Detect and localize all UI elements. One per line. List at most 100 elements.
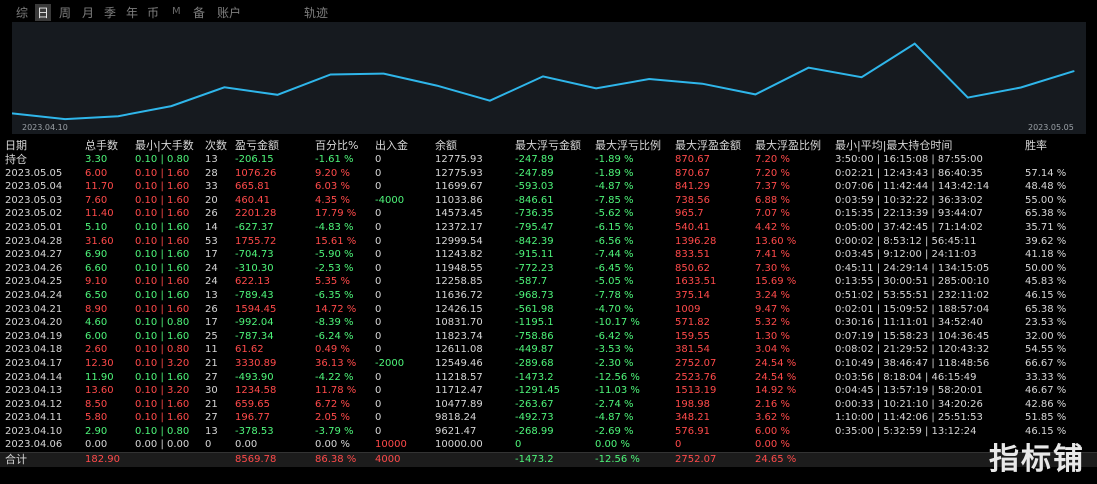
table-cell: 2201.28 (235, 208, 277, 220)
table-cell: 33 (205, 181, 218, 193)
tab-5[interactable]: 年 (126, 6, 139, 20)
table-cell: 0.00 (85, 439, 108, 451)
table-cell: 738.56 (675, 194, 710, 206)
table-cell: 持仓 (5, 153, 27, 166)
table-cell: -1.89 % (595, 154, 634, 165)
table-cell: 2023.04.13 (5, 385, 63, 397)
table-cell: -10.17 % (595, 317, 640, 329)
table-cell: -795.47 (515, 221, 554, 233)
table-cell: 11 (205, 344, 218, 356)
tab-8[interactable]: 备 (193, 6, 206, 20)
balance-point-5 (276, 94, 279, 96)
tab-10[interactable]: 轨迹 (304, 6, 329, 20)
table-cell: -206.15 (235, 154, 274, 165)
balance-point-7 (383, 73, 385, 75)
table-cell: 30 (205, 385, 218, 397)
table-cell: 8.50 (85, 398, 108, 410)
table-cell: -1473.2 (515, 371, 554, 383)
table-cell: 12999.54 (435, 235, 483, 247)
stats-table: 日期 总手数 最小|大手数 次数 盈亏金额 百分比% 出入金 余额 最大浮亏金额 最大浮亏比例 最大… (0, 138, 1097, 467)
table-cell: 11.78 % (315, 385, 357, 397)
column-header[interactable]: 百分比% (315, 139, 359, 152)
table-cell: 51.85 % (1025, 412, 1067, 424)
column-header[interactable]: 次数 (205, 139, 227, 152)
table-cell: 65.38 % (1025, 303, 1067, 315)
tab-2[interactable]: 周 (59, 6, 72, 20)
table-cell: 12258.85 (435, 276, 483, 288)
table-cell: -789.43 (235, 289, 274, 301)
table-cell: 3330.89 (235, 357, 277, 369)
balance-point-16 (861, 76, 863, 78)
tab-3[interactable]: 月 (82, 6, 95, 20)
table-row: 2023.04.19 6.00 0.10 | 1.60 25 -787.34 -6.24 … (0, 330, 1097, 344)
table-cell: 36.13 % (315, 357, 357, 369)
table-cell: -6.42 % (595, 330, 634, 342)
table-cell: 6.88 % (755, 194, 790, 206)
table-cell: 11033.86 (435, 194, 483, 206)
column-header[interactable]: 最大浮亏比例 (595, 139, 661, 152)
table-cell: 5.80 (85, 412, 108, 424)
table-cell: -4.83 % (315, 221, 354, 233)
table-row: 2023.04.18 2.60 0.10 | 0.80 11 61.62 0.49 % 0 1… (0, 343, 1097, 357)
column-header[interactable]: 余额 (435, 139, 457, 152)
balance-point-3 (170, 105, 172, 107)
table-cell: 11712.47 (435, 385, 483, 397)
table-cell: -1.89 % (595, 167, 634, 179)
table-cell: 3.24 % (755, 289, 790, 301)
table-cell: 1:10:00 | 11:42:06 | 25:51:53 (835, 412, 983, 424)
column-header[interactable]: 日期 (5, 139, 27, 152)
table-cell: -736.35 (515, 208, 554, 220)
table-cell: -310.30 (235, 262, 274, 274)
table-cell: 0.10 | 1.60 (135, 194, 190, 206)
table-cell: 11823.74 (435, 330, 483, 342)
table-cell: 31.60 (85, 235, 114, 247)
table-cell: 0.00 % (315, 439, 350, 451)
column-header[interactable]: 胜率 (1025, 139, 1047, 152)
table-cell: -5.05 % (595, 276, 634, 288)
table-cell: -7.44 % (595, 249, 634, 261)
tab-6[interactable]: 币 (147, 6, 160, 20)
column-header[interactable]: 最大浮盈金额 (675, 139, 741, 152)
table-cell: 8.90 (85, 303, 108, 315)
column-header[interactable]: 出入金 (375, 139, 408, 152)
balance-point-6 (330, 73, 332, 76)
tab-0[interactable]: 综 (16, 6, 29, 20)
table-cell: 13 (205, 289, 218, 301)
tab-4[interactable]: 季 (104, 6, 117, 20)
table-cell: 348.21 (675, 412, 710, 424)
table-cell: 381.54 (675, 344, 710, 356)
column-header[interactable]: 盈亏金额 (235, 139, 279, 152)
column-header[interactable]: 总手数 (85, 139, 118, 152)
column-header[interactable]: 最小|平均|最大持仓时间 (835, 139, 953, 152)
table-cell: -8.39 % (315, 317, 354, 329)
balance-point-19 (1020, 86, 1022, 89)
table-cell: 2023.04.24 (5, 289, 63, 301)
column-header[interactable]: 最大浮盈比例 (755, 139, 821, 152)
tab-9[interactable]: 账户 (217, 6, 242, 20)
tab-7[interactable]: M (172, 6, 181, 17)
table-cell: 7.37 % (755, 181, 790, 193)
table-cell: 870.67 (675, 167, 710, 179)
table-row: 2023.04.20 4.60 0.10 | 0.80 17 -992.04 -8.39 … (0, 316, 1097, 330)
table-cell: 66.67 % (1025, 357, 1067, 369)
table-cell: 0.10 | 1.60 (135, 276, 190, 288)
table-cell: -4.87 % (595, 412, 634, 424)
table-cell: -3.79 % (315, 425, 354, 437)
table-cell: -4000 (375, 194, 405, 206)
table-cell: 65.38 % (1025, 208, 1067, 220)
column-header[interactable]: 最大浮亏金额 (515, 139, 581, 152)
table-cell: 11.90 (85, 371, 114, 383)
table-cell: 24 (205, 262, 218, 274)
table-cell: 28 (205, 167, 218, 179)
table-cell: 1.30 % (755, 330, 790, 342)
table-cell: 2023.05.03 (5, 194, 63, 206)
chart-x-start-label: 2023.04.10 (22, 123, 68, 132)
total-cell: 8569.78 (235, 454, 277, 466)
table-cell: 0 (375, 289, 382, 301)
table-cell: 27 (205, 412, 218, 424)
table-cell: 3.04 % (755, 344, 790, 356)
table-cell: 0 (375, 208, 382, 220)
tab-1[interactable]: 日 (35, 4, 52, 21)
table-cell: 3.62 % (755, 412, 790, 424)
column-header[interactable]: 最小|大手数 (135, 139, 194, 152)
